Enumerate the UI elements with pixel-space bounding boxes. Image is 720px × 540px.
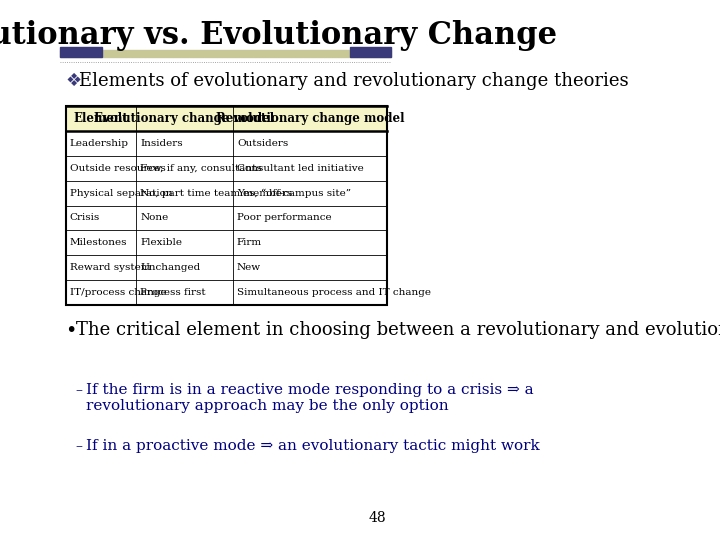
Text: Physical separation: Physical separation bbox=[70, 188, 172, 198]
Bar bbox=[66, 181, 387, 206]
Text: Unchanged: Unchanged bbox=[140, 263, 201, 272]
Text: Element: Element bbox=[73, 112, 128, 125]
Text: Process first: Process first bbox=[140, 288, 206, 297]
Text: Firm: Firm bbox=[237, 238, 262, 247]
Text: Insiders: Insiders bbox=[140, 139, 183, 148]
Text: If the firm is in a reactive mode responding to a crisis ⇒ a
revolutionary appro: If the firm is in a reactive mode respon… bbox=[86, 383, 534, 413]
Bar bbox=[66, 156, 387, 181]
Text: If in a proactive mode ⇒ an evolutionary tactic might work: If in a proactive mode ⇒ an evolutionary… bbox=[86, 439, 540, 453]
Bar bbox=[66, 106, 387, 131]
Text: Consultant led initiative: Consultant led initiative bbox=[237, 164, 364, 173]
Bar bbox=[66, 131, 387, 156]
Bar bbox=[66, 206, 387, 231]
Text: 48: 48 bbox=[369, 511, 386, 525]
Text: –: – bbox=[76, 439, 83, 453]
Text: The critical element in choosing between a revolutionary and evolutionary approa: The critical element in choosing between… bbox=[76, 321, 720, 339]
Text: ❖: ❖ bbox=[66, 72, 81, 90]
Bar bbox=[66, 255, 387, 280]
Text: Outside resources: Outside resources bbox=[70, 164, 166, 173]
Text: None: None bbox=[140, 213, 168, 222]
Bar bbox=[66, 106, 387, 305]
Text: Few, if any, consultants: Few, if any, consultants bbox=[140, 164, 262, 173]
Bar bbox=[66, 231, 387, 255]
Text: New: New bbox=[237, 263, 261, 272]
Text: Outsiders: Outsiders bbox=[237, 139, 288, 148]
Text: Reward system: Reward system bbox=[70, 263, 150, 272]
Text: Leadership: Leadership bbox=[70, 139, 129, 148]
Bar bbox=[60, 46, 102, 57]
Text: –: – bbox=[76, 383, 83, 397]
Text: Simultaneous process and IT change: Simultaneous process and IT change bbox=[237, 288, 431, 297]
Bar bbox=[60, 50, 392, 57]
Bar bbox=[66, 280, 387, 305]
Text: Evolutionary change model: Evolutionary change model bbox=[94, 112, 274, 125]
Text: IT/process change: IT/process change bbox=[70, 288, 166, 297]
Text: Milestones: Milestones bbox=[70, 238, 127, 247]
Text: •: • bbox=[66, 321, 77, 340]
Bar bbox=[350, 46, 392, 57]
Text: Poor performance: Poor performance bbox=[237, 213, 331, 222]
Text: Crisis: Crisis bbox=[70, 213, 100, 222]
Text: Revolutionary change model: Revolutionary change model bbox=[216, 112, 404, 125]
Text: No, part time team members: No, part time team members bbox=[140, 188, 292, 198]
Text: Flexible: Flexible bbox=[140, 238, 182, 247]
Text: Elements of evolutionary and revolutionary change theories: Elements of evolutionary and revolutiona… bbox=[79, 72, 629, 90]
Text: Yes, “off-campus site”: Yes, “off-campus site” bbox=[237, 188, 351, 198]
Text: Revolutionary vs. Evolutionary Change: Revolutionary vs. Evolutionary Change bbox=[0, 20, 557, 51]
